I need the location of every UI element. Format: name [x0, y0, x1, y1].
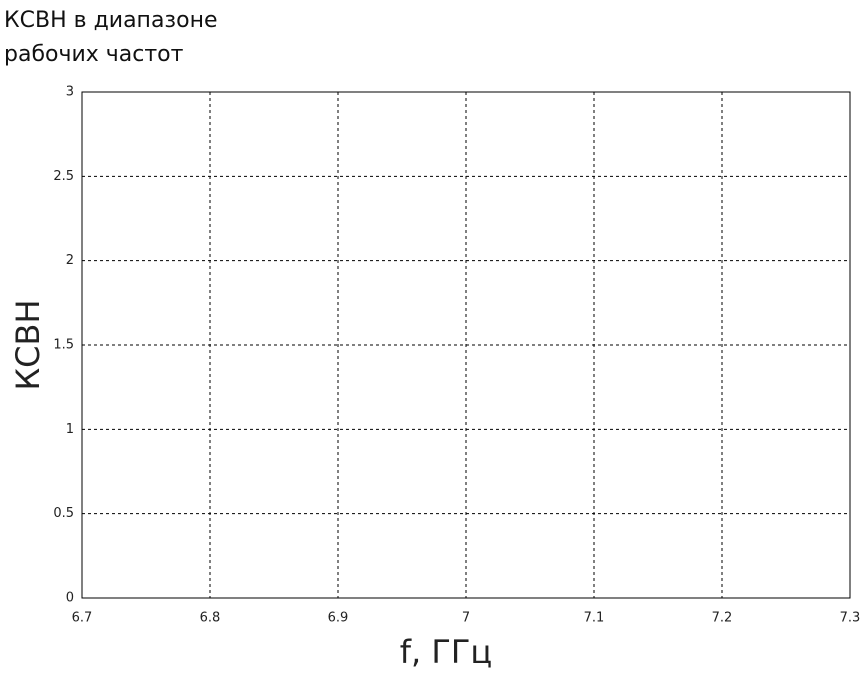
- y-tick-label: 2.5: [53, 169, 74, 184]
- x-tick-label: 7.2: [712, 611, 733, 626]
- x-tick-label: 7.3: [840, 611, 861, 626]
- x-tick-label: 7.1: [584, 611, 605, 626]
- y-tick-label: 0: [66, 591, 74, 606]
- x-tick-label: 6.7: [72, 611, 93, 626]
- x-tick-label: 6.8: [200, 611, 221, 626]
- plot-frame: [81, 91, 851, 599]
- x-tick-label: 6.9: [328, 611, 349, 626]
- y-tick-label: 1.5: [53, 338, 74, 353]
- x-tick-label: 7: [462, 611, 470, 626]
- y-tick-label: 0.5: [53, 506, 74, 521]
- x-axis-label: f, ГГц: [400, 633, 492, 671]
- y-axis-label: КСВН: [9, 299, 47, 390]
- y-tick-label: 3: [66, 85, 74, 100]
- y-tick-label: 2: [66, 253, 74, 268]
- y-tick-label: 1: [66, 422, 74, 437]
- chart-title: КСВН в диапазоне рабочих частот: [4, 8, 218, 67]
